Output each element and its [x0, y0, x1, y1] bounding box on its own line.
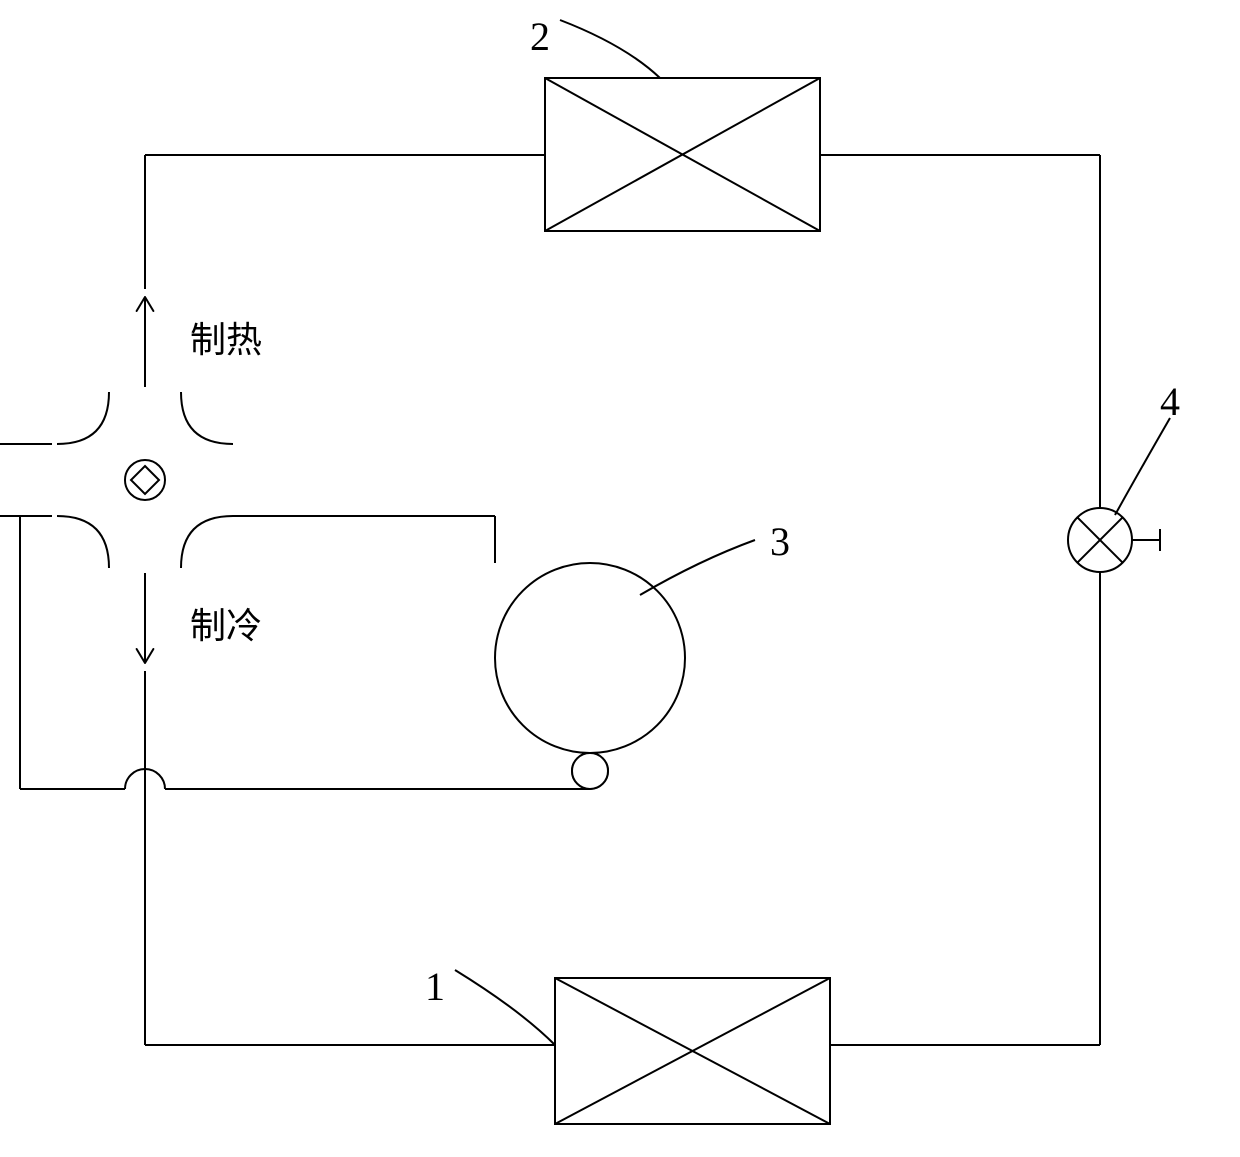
callout-4-leader	[1115, 418, 1170, 515]
callout-2-leader	[560, 20, 660, 78]
callout-1-leader	[455, 970, 555, 1045]
schematic-svg: 制热制冷 1 2 3 4	[0, 0, 1240, 1157]
callout-2-label: 2	[530, 14, 550, 59]
callout-4-label: 4	[1160, 379, 1180, 424]
callout-3-label: 3	[770, 519, 790, 564]
callout-1-label: 1	[425, 964, 445, 1009]
label-heating: 制热	[190, 320, 262, 360]
compressor-body	[495, 563, 685, 753]
callout-3-leader	[640, 540, 755, 595]
diagram-canvas: 制热制冷 1 2 3 4	[0, 0, 1240, 1157]
label-cooling: 制冷	[190, 606, 262, 646]
